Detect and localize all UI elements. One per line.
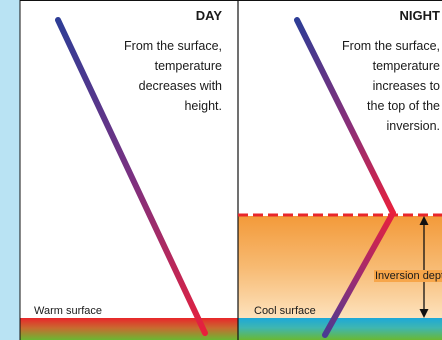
- inversion-depth-label: Inversion depth: [374, 270, 442, 282]
- night-description-line: From the surface,: [342, 39, 440, 53]
- cool-surface-band: [238, 318, 442, 340]
- warm-surface-band: [20, 318, 238, 340]
- night-description-line: temperature: [372, 59, 440, 73]
- day-description-line: temperature: [154, 59, 222, 73]
- day-description-line: height.: [184, 99, 222, 113]
- night-upper-temperature-line: [294, 17, 396, 216]
- cool-surface-label: Cool surface: [254, 305, 316, 317]
- night-inversion-temperature-line: [322, 210, 396, 338]
- inversion-layer: [238, 216, 442, 318]
- day-description-line: decreases with: [138, 79, 222, 93]
- day-temperature-line: [55, 17, 208, 336]
- day-description-line: From the surface,: [124, 39, 222, 53]
- night-description-line: increases to: [372, 79, 440, 93]
- warm-surface-label: Warm surface: [34, 305, 103, 317]
- night-description-line: inversion.: [386, 119, 441, 133]
- day-panel: [20, 0, 238, 320]
- night-description: From the surface, temperature increases …: [330, 36, 440, 136]
- day-description: From the surface, temperature decreases …: [110, 36, 222, 116]
- night-description-line: the top of the: [367, 99, 440, 113]
- night-title: NIGHT: [399, 8, 440, 23]
- inversion-depth-arrow: [419, 216, 429, 318]
- day-title: DAY: [195, 8, 222, 23]
